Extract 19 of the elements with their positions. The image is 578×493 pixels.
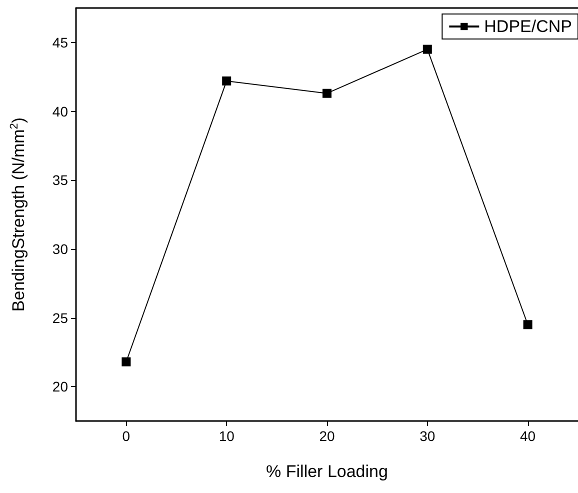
y-tick-label: 30 (52, 240, 68, 257)
y-tick-label: 20 (52, 378, 68, 395)
y-tick-label: 45 (52, 34, 68, 50)
point (222, 76, 232, 86)
point (322, 88, 332, 98)
x-tick-label: 0 (122, 428, 130, 444)
x-tick-label: 10 (218, 428, 235, 444)
point (122, 357, 131, 366)
x-tick-label: 20 (319, 428, 335, 444)
x-axis-title: % Filler Loading (266, 462, 388, 481)
legend-label: HDPE/CNP (484, 17, 572, 36)
y-tick-label: 40 (52, 103, 68, 120)
point (422, 44, 432, 54)
y-axis-title: BendingStrength (N/mm2) (8, 117, 28, 312)
y-tick-label: 25 (52, 310, 68, 326)
x-tick-label: 30 (420, 428, 436, 444)
x-tick-label: 40 (520, 428, 536, 444)
point (523, 320, 532, 330)
y-tick-label: 35 (52, 172, 68, 188)
